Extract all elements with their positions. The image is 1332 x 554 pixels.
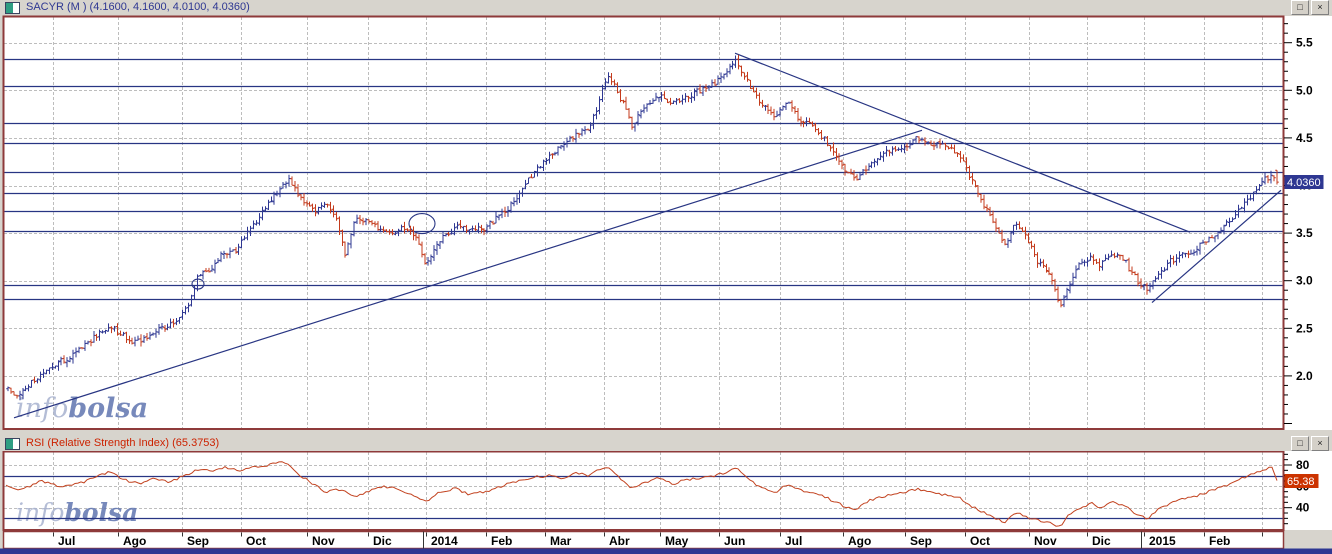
svg-text:Sep: Sep — [187, 534, 209, 548]
rsi-value-label: 65.38 — [1284, 474, 1319, 488]
main-chart-title: SACYR (M ) (4.1600, 4.1600, 4.0100, 4.03… — [26, 1, 250, 13]
svg-text:4.0360: 4.0360 — [1287, 177, 1321, 189]
last-price-label: 4.0360 — [1284, 175, 1324, 189]
rsi-restore-button[interactable]: □ — [1291, 436, 1309, 451]
svg-text:Dic: Dic — [373, 534, 392, 548]
main-window-controls: □ × — [1289, 0, 1329, 15]
svg-text:3.0: 3.0 — [1296, 274, 1313, 288]
svg-text:2015: 2015 — [1149, 534, 1176, 548]
svg-text:5.5: 5.5 — [1296, 36, 1313, 50]
rsi-window-controls: □ × — [1289, 436, 1329, 451]
svg-text:Ago: Ago — [123, 534, 146, 548]
price-bars — [6, 54, 1279, 401]
rsi-close-button[interactable]: × — [1311, 436, 1329, 451]
restore-button[interactable]: □ — [1291, 0, 1309, 15]
svg-text:Feb: Feb — [1209, 534, 1230, 548]
close-button[interactable]: × — [1311, 0, 1329, 15]
rsi-title: RSI (Relative Strength Index) (65.3753) — [26, 437, 220, 449]
svg-text:2.5: 2.5 — [1296, 321, 1313, 335]
svg-text:Nov: Nov — [312, 534, 335, 548]
price-chart-layer — [4, 52, 1283, 419]
rsi-titlebar: RSI (Relative Strength Index) (65.3753) … — [0, 436, 1332, 451]
svg-text:Sep: Sep — [910, 534, 932, 548]
rsi-chart-layer — [4, 461, 1283, 527]
svg-text:Jul: Jul — [58, 534, 75, 548]
svg-text:Abr: Abr — [609, 534, 630, 548]
chart-window-icon — [5, 1, 20, 14]
infobolsa-watermark-main: infobolsa — [16, 393, 148, 424]
svg-text:Mar: Mar — [550, 534, 572, 548]
svg-text:Jul: Jul — [785, 534, 802, 548]
svg-text:May: May — [665, 534, 689, 548]
svg-text:Nov: Nov — [1034, 534, 1057, 548]
horizontal-scrollbar[interactable] — [0, 548, 1332, 554]
trendlines — [13, 52, 1282, 419]
svg-text:40: 40 — [1296, 501, 1310, 515]
infobolsa-watermark-rsi: infobolsa — [16, 498, 138, 527]
svg-text:80: 80 — [1296, 458, 1310, 472]
svg-text:4.5: 4.5 — [1296, 131, 1313, 145]
svg-text:3.5: 3.5 — [1296, 226, 1313, 240]
svg-text:Feb: Feb — [491, 534, 512, 548]
main-chart-titlebar: SACYR (M ) (4.1600, 4.1600, 4.0100, 4.03… — [0, 0, 1332, 15]
svg-text:65.38: 65.38 — [1287, 476, 1315, 488]
svg-text:2.0: 2.0 — [1296, 369, 1313, 383]
svg-text:Ago: Ago — [848, 534, 871, 548]
svg-text:2014: 2014 — [431, 534, 458, 548]
rsi-line — [5, 461, 1278, 527]
rsi-window-icon — [5, 437, 20, 450]
svg-text:5.0: 5.0 — [1296, 83, 1313, 97]
svg-text:Jun: Jun — [724, 534, 745, 548]
background-and-grid — [4, 16, 1332, 549]
svg-text:Oct: Oct — [970, 534, 990, 548]
svg-text:Oct: Oct — [246, 534, 266, 548]
svg-text:Dic: Dic — [1092, 534, 1111, 548]
